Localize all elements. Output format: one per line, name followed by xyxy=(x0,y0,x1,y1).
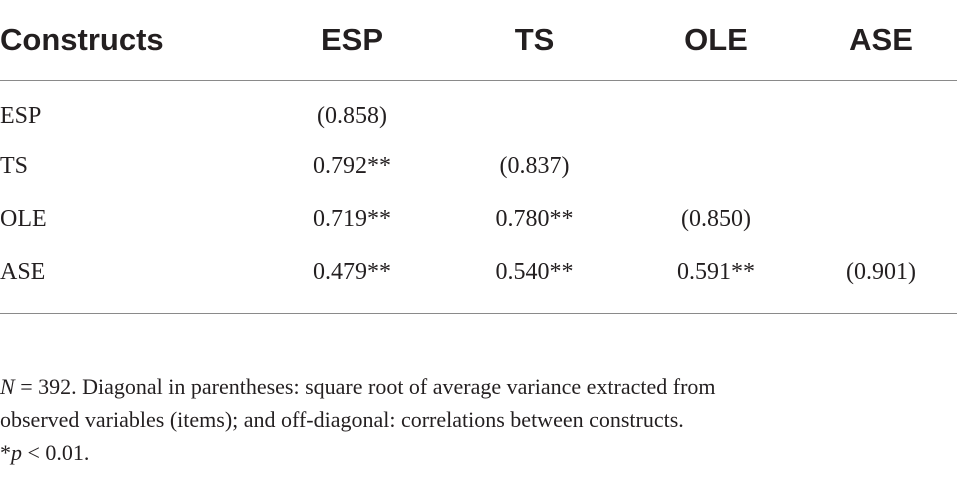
row-label: OLE xyxy=(0,206,47,232)
table-row: ASE 0.479** 0.540** 0.591** (0.901) xyxy=(0,246,957,314)
footnote-p-symbol: p xyxy=(11,440,22,465)
correlation-table: Constructs ESP TS OLE ASE ESP (0.858) TS… xyxy=(0,0,957,314)
table-cell xyxy=(805,81,957,141)
table-footnote: N = 392. Diagonal in parentheses: square… xyxy=(0,370,950,469)
table-cell: (0.858) xyxy=(317,103,387,129)
header-ase: ASE xyxy=(805,0,957,81)
table-cell: 0.780** xyxy=(495,206,574,232)
footnote-line-1: N = 392. Diagonal in parentheses: square… xyxy=(0,370,950,403)
table-cell: (0.901) xyxy=(805,246,957,314)
header-esp: ESP xyxy=(262,0,442,81)
footnote-n-symbol: N xyxy=(0,374,15,399)
table-cell: (0.850) xyxy=(681,206,751,232)
header-ts: TS xyxy=(442,0,627,81)
table-header-row: Constructs ESP TS OLE ASE xyxy=(0,0,957,81)
header-ole: OLE xyxy=(627,0,805,81)
footnote-significance: *p < 0.01. xyxy=(0,436,950,469)
table-cell xyxy=(805,140,957,193)
table-cell xyxy=(627,140,805,193)
table-row: OLE 0.719** 0.780** (0.850) xyxy=(0,193,957,246)
table-cell xyxy=(627,81,805,141)
table-cell: 0.591** xyxy=(627,246,805,314)
table-row: TS 0.792** (0.837) xyxy=(0,140,957,193)
footnote-line-2: observed variables (items); and off-diag… xyxy=(0,407,684,432)
table-cell xyxy=(442,81,627,141)
correlation-table-container: Constructs ESP TS OLE ASE ESP (0.858) TS… xyxy=(0,0,957,314)
table-cell: 0.719** xyxy=(313,206,391,232)
row-label: TS xyxy=(0,153,29,179)
row-label: ASE xyxy=(0,246,262,314)
table-cell: 0.792** xyxy=(313,153,391,179)
table-cell: 0.540** xyxy=(442,246,627,314)
header-constructs: Constructs xyxy=(0,0,262,81)
table-cell: (0.837) xyxy=(499,153,570,179)
footnote-n-text: = 392. Diagonal in parentheses: square r… xyxy=(14,374,716,399)
table-row: ESP (0.858) xyxy=(0,81,957,141)
table-cell xyxy=(805,193,957,246)
footnote-sig-text: < 0.01. xyxy=(22,440,90,465)
table-cell: 0.479** xyxy=(262,246,442,314)
row-label: ESP xyxy=(0,103,42,129)
footnote-star: * xyxy=(0,440,11,465)
